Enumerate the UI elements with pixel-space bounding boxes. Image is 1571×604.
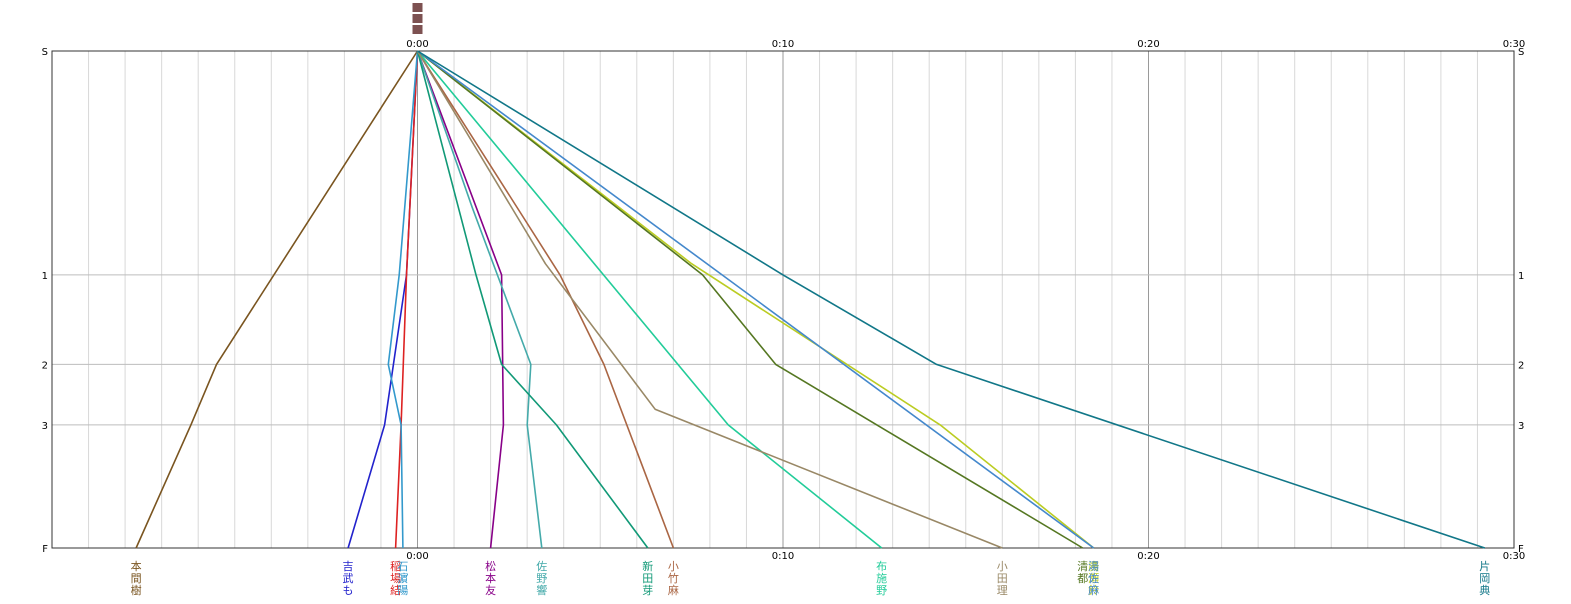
station-label-right: 3 bbox=[1518, 421, 1524, 432]
top-tick-label: 0:00 bbox=[406, 39, 428, 50]
runner-name-label: 吉武も bbox=[343, 560, 354, 597]
runner-name-label: 廣瀬鈴 bbox=[1088, 559, 1099, 597]
runner-name-label: 小田理 bbox=[997, 560, 1008, 597]
runner-name-label: 湯佐麻 bbox=[1088, 560, 1099, 597]
start-marker bbox=[412, 25, 423, 34]
runner-name-label: 小竹麻 bbox=[668, 560, 679, 597]
runner-name-label: 佐野響 bbox=[536, 559, 547, 597]
station-label-right: 2 bbox=[1518, 360, 1524, 371]
series-line bbox=[416, 50, 883, 549]
bottom-tick-label: 0:00 bbox=[406, 551, 428, 562]
series-lines bbox=[135, 50, 1486, 549]
bottom-tick-label: 0:20 bbox=[1137, 551, 1159, 562]
series-line bbox=[417, 50, 1486, 549]
series-line bbox=[417, 50, 1095, 549]
runner-name-label: 片岡典 bbox=[1479, 560, 1490, 597]
runner-name-label: 本間樹 bbox=[131, 559, 142, 597]
station-label-left: F bbox=[42, 544, 48, 555]
runner-name-label: 稲場結 bbox=[390, 560, 401, 597]
series-line bbox=[417, 50, 1084, 549]
runner-name-label: 新田芽 bbox=[642, 559, 653, 597]
station-label-right: S bbox=[1518, 47, 1524, 58]
series-line bbox=[416, 50, 649, 549]
series-line bbox=[394, 50, 419, 549]
runner-name-label: 石濵陽 bbox=[397, 560, 408, 597]
plot-border bbox=[51, 50, 1515, 549]
bottom-tick-label: 0:10 bbox=[772, 551, 794, 562]
station-label-left: 1 bbox=[42, 271, 48, 282]
axis-labels: 0:00 0:10 0:20 0:300:00 0:10 0:20 0:30S S1 12 23 3… bbox=[42, 39, 1526, 562]
station-label-left: S bbox=[42, 47, 48, 58]
station-label-right: 1 bbox=[1518, 271, 1524, 282]
runner-name-label: 松本友 bbox=[485, 559, 496, 597]
top-tick-label: 0:20 bbox=[1137, 39, 1159, 50]
station-label-right: F bbox=[1518, 544, 1524, 555]
runner-name-label: 布施野 bbox=[876, 560, 887, 597]
series-line bbox=[416, 50, 543, 549]
top-tick-label: 0:10 bbox=[772, 39, 794, 50]
series-line bbox=[416, 50, 505, 549]
start-markers bbox=[412, 3, 423, 34]
series-line bbox=[416, 50, 1003, 549]
bottom-tick-label: 0:30 bbox=[1503, 551, 1525, 562]
series-line bbox=[387, 50, 419, 549]
plot-frame bbox=[51, 50, 1515, 549]
start-marker bbox=[412, 3, 423, 12]
runner-name-label: 清都 bbox=[1077, 560, 1088, 585]
series-line bbox=[135, 50, 419, 549]
top-tick-label: 0:30 bbox=[1503, 39, 1525, 50]
station-label-left: 3 bbox=[42, 421, 48, 432]
station-label-left: 2 bbox=[42, 360, 48, 371]
series-line bbox=[347, 50, 419, 549]
series-line bbox=[416, 50, 675, 549]
start-marker bbox=[412, 14, 423, 23]
